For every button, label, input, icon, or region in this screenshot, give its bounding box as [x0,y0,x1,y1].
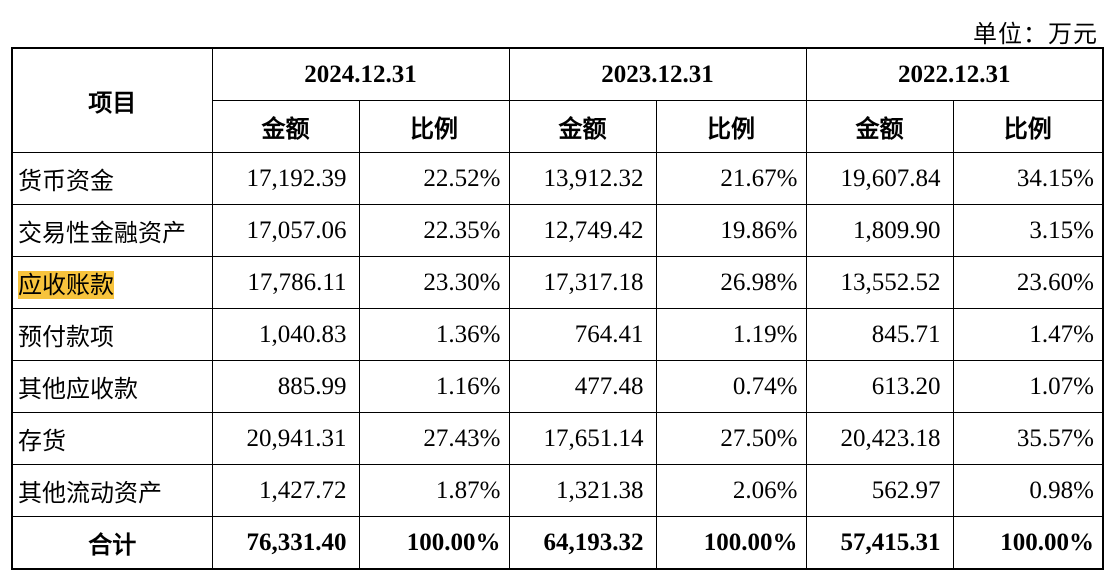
header-amount: 金额 [805,100,954,153]
row-label-text: 预付款项 [18,323,114,351]
table-cell: 1.16% [358,360,510,413]
table-cell: 477.48 [508,360,657,413]
table-cell: 13,912.32 [508,152,657,205]
table-cell: 34.15% [952,152,1104,205]
row-label: 其他流动资产 [11,464,213,517]
table-cell: 1.47% [952,308,1104,361]
table-cell: 1,321.38 [508,464,657,517]
table-cell: 885.99 [211,360,360,413]
row-label: 存货 [11,412,213,465]
total-row: 合计 76,331.40 100.00% 64,193.32 100.00% 5… [11,516,1104,570]
total-cell: 100.00% [952,516,1104,570]
table-row: 预付款项 1,040.83 1.36% 764.41 1.19% 845.71 1.47% [11,308,1104,361]
total-cell: 76,331.40 [211,516,360,570]
header-year-2024: 2024.12.31 [211,47,510,101]
table-cell: 2.06% [655,464,807,517]
table-cell: 21.67% [655,152,807,205]
table-cell: 0.98% [952,464,1104,517]
total-cell: 64,193.32 [508,516,657,570]
table-cell: 562.97 [805,464,954,517]
table-cell: 17,786.11 [211,256,360,309]
table-cell: 27.43% [358,412,510,465]
table-cell: 17,651.14 [508,412,657,465]
header-ratio: 比例 [655,100,807,153]
table-cell: 20,423.18 [805,412,954,465]
total-cell: 100.00% [358,516,510,570]
row-label-text: 其他应收款 [18,375,138,403]
row-label: 预付款项 [11,308,213,361]
table-cell: 23.30% [358,256,510,309]
row-label: 其他应收款 [11,360,213,413]
header-row-years: 项目 2024.12.31 2023.12.31 2022.12.31 [11,47,1104,153]
header-year-2022: 2022.12.31 [805,47,1104,101]
table-cell: 12,749.42 [508,204,657,257]
table-row: 货币资金 17,192.39 22.52% 13,912.32 21.67% 19,607… [11,152,1104,205]
total-cell: 100.00% [655,516,807,570]
table-cell: 17,317.18 [508,256,657,309]
table-cell: 1.87% [358,464,510,517]
table-cell: 17,192.39 [211,152,360,205]
table-cell: 1.07% [952,360,1104,413]
table-cell: 613.20 [805,360,954,413]
table-cell: 19,607.84 [805,152,954,205]
table-cell: 22.52% [358,152,510,205]
total-label: 合计 [11,516,213,570]
table-row: 存货 20,941.31 27.43% 17,651.14 27.50% 20,423.1… [11,412,1104,465]
table-cell: 23.60% [952,256,1104,309]
table-cell: 1,427.72 [211,464,360,517]
table-row: 其他应收款 885.99 1.16% 477.48 0.74% 613.20 1.07% [11,360,1104,413]
row-label-text: 应收账款 [18,271,114,299]
table-cell: 0.74% [655,360,807,413]
total-cell: 57,415.31 [805,516,954,570]
table-cell: 764.41 [508,308,657,361]
table-row: 交易性金融资产 17,057.06 22.35% 12,749.42 19.86% 1,8… [11,204,1104,257]
row-label: 应收账款 [11,256,213,309]
table-cell: 27.50% [655,412,807,465]
table-cell: 1.36% [358,308,510,361]
header-amount: 金额 [508,100,657,153]
table-cell: 19.86% [655,204,807,257]
table-cell: 1,809.90 [805,204,954,257]
table-cell: 1,040.83 [211,308,360,361]
table-cell: 20,941.31 [211,412,360,465]
header-ratio: 比例 [952,100,1104,153]
row-label: 货币资金 [11,152,213,205]
header-item: 项目 [11,47,213,153]
header-year-2023: 2023.12.31 [508,47,807,101]
row-label-text: 交易性金融资产 [18,219,186,247]
header-amount: 金额 [211,100,360,153]
row-label: 交易性金融资产 [11,204,213,257]
current-assets-table: 项目 2024.12.31 2023.12.31 2022.12.31 金额 比… [11,47,1104,570]
table-cell: 3.15% [952,204,1104,257]
row-label-text: 存货 [18,427,66,455]
row-label-text: 货币资金 [18,167,114,195]
table-cell: 13,552.52 [805,256,954,309]
table-cell: 35.57% [952,412,1104,465]
table-row: 应收账款 17,786.11 23.30% 17,317.18 26.98% 13,552… [11,256,1104,309]
unit-label: 单位：万元 [973,20,1098,48]
table-row: 其他流动资产 1,427.72 1.87% 1,321.38 2.06% 562.97 0.… [11,464,1104,517]
table-cell: 22.35% [358,204,510,257]
table-cell: 845.71 [805,308,954,361]
header-ratio: 比例 [358,100,510,153]
table-cell: 26.98% [655,256,807,309]
row-label-text: 其他流动资产 [18,479,162,507]
table-cell: 1.19% [655,308,807,361]
table-cell: 17,057.06 [211,204,360,257]
